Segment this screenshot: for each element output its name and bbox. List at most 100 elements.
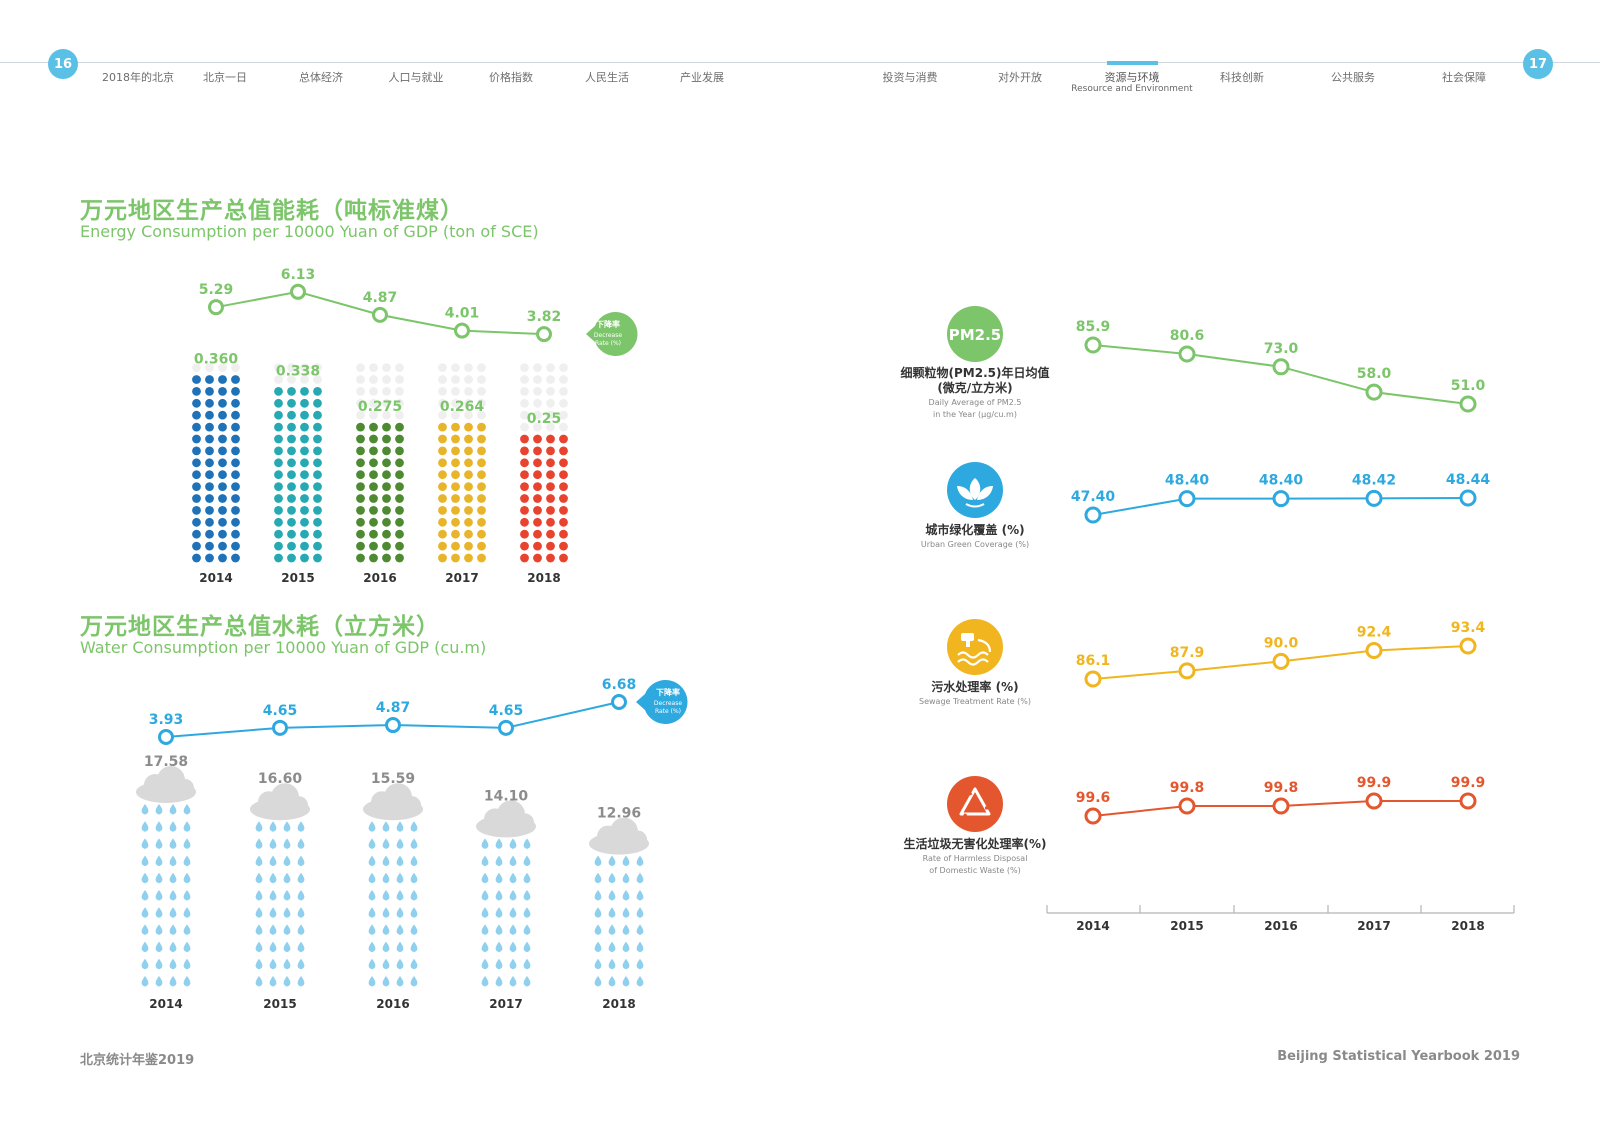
energy-dot	[546, 422, 555, 432]
energy-dot	[559, 482, 568, 491]
water-drop	[481, 890, 489, 901]
energy-dot	[192, 363, 201, 372]
energy-dot	[231, 458, 240, 468]
energy-dot	[451, 458, 460, 468]
sewage-label-cn: 污水处理率 (%)	[931, 680, 1019, 694]
nav-item-10[interactable]: 科技创新	[1220, 71, 1264, 84]
energy-dot	[533, 458, 542, 468]
energy-dot	[274, 422, 283, 432]
energy-dot	[356, 446, 365, 456]
water-value-label: 12.96	[597, 806, 641, 822]
water-drop	[396, 821, 404, 832]
energy-dot	[464, 494, 473, 503]
energy-dot	[274, 482, 283, 491]
energy-dot	[546, 387, 555, 396]
nav-item-5[interactable]: 人民生活	[585, 71, 629, 84]
energy-dot	[192, 494, 201, 503]
indicator-value-label: 48.42	[1352, 472, 1396, 488]
nav-item-1[interactable]: 北京一日	[203, 71, 247, 84]
energy-dot	[533, 398, 542, 408]
nav-item-0[interactable]: 2018年的北京	[102, 71, 174, 84]
energy-dot	[218, 363, 227, 372]
header-rule	[0, 62, 1600, 63]
nav-item-11[interactable]: 公共服务	[1331, 71, 1375, 84]
nav-item-8[interactable]: 对外开放	[998, 71, 1042, 84]
water-drop	[382, 838, 390, 849]
indicator-value-label: 99.8	[1170, 780, 1205, 796]
energy-dot	[287, 541, 296, 551]
indicator-point	[1365, 383, 1383, 401]
energy-dot	[287, 506, 296, 515]
water-drop	[255, 941, 263, 953]
nav-item-6[interactable]: 产业发展	[680, 71, 724, 84]
water-badge-cn: 下降率	[656, 687, 680, 697]
energy-dot	[395, 375, 404, 384]
water-drop	[141, 941, 149, 953]
energy-dot	[231, 410, 240, 420]
water-drop	[255, 855, 263, 867]
energy-dot	[192, 387, 201, 396]
energy-dot	[533, 553, 542, 563]
energy-dot	[218, 410, 227, 420]
energy-dot	[356, 553, 365, 563]
energy-rate-point	[208, 299, 224, 316]
energy-dot	[369, 506, 378, 515]
energy-dot	[218, 434, 227, 444]
energy-dot	[369, 434, 378, 444]
energy-dot	[477, 422, 486, 432]
water-drop	[382, 941, 390, 953]
water-drop	[410, 941, 418, 953]
nav-item-4[interactable]: 价格指数	[489, 71, 533, 84]
energy-dot	[477, 553, 486, 563]
indicator-value-label: 80.6	[1170, 328, 1205, 344]
water-drop	[155, 872, 163, 884]
energy-dot	[546, 363, 555, 372]
energy-dot	[274, 458, 283, 468]
energy-dot	[313, 517, 322, 527]
water-drop	[495, 958, 503, 970]
water-year-label: 2014	[149, 997, 182, 1011]
energy-dot	[464, 363, 473, 372]
energy-dot	[477, 375, 486, 384]
indicator-chart: 85.9 80.6 73.0 58.0 51.0 47.40 48.40 48.40 48.42…	[1046, 319, 1515, 933]
energy-dot	[300, 529, 309, 539]
nav-item-9[interactable]: 资源与环境	[1104, 71, 1160, 84]
water-drop	[410, 958, 418, 970]
energy-dot	[274, 494, 283, 503]
energy-dot	[451, 398, 460, 408]
energy-dot	[395, 529, 404, 539]
energy-dot	[300, 482, 309, 491]
energy-dot	[356, 506, 365, 515]
energy-dot	[300, 458, 309, 468]
water-drop	[255, 924, 263, 935]
energy-dot	[559, 529, 568, 539]
energy-dot	[559, 387, 568, 396]
nav-item-7[interactable]: 投资与消费	[882, 71, 938, 84]
energy-dot	[231, 541, 240, 551]
water-drop	[523, 890, 531, 901]
energy-dot	[274, 529, 283, 539]
energy-dot	[477, 482, 486, 491]
water-drop	[155, 821, 163, 832]
energy-dot	[313, 553, 322, 563]
water-drop	[141, 804, 149, 815]
nav-item-12[interactable]: 社会保障	[1442, 71, 1486, 84]
energy-dot	[559, 494, 568, 503]
energy-dot	[520, 363, 529, 372]
indicator-point	[1084, 670, 1102, 688]
water-drop	[269, 890, 277, 901]
water-drop	[382, 958, 390, 970]
energy-dot	[533, 529, 542, 539]
water-drop	[396, 976, 404, 987]
nav-item-3[interactable]: 人口与就业	[388, 71, 444, 84]
page-number-left: 16	[48, 49, 78, 79]
energy-rate-point	[454, 322, 470, 339]
energy-dot	[451, 375, 460, 384]
water-badge-en1: Decrease	[654, 700, 682, 707]
energy-dot	[231, 363, 240, 372]
water-value-label: 15.59	[371, 771, 415, 787]
energy-dot	[451, 434, 460, 444]
energy-dot	[205, 553, 214, 563]
nav-item-2[interactable]: 总体经济	[299, 71, 343, 84]
energy-dot	[546, 446, 555, 456]
